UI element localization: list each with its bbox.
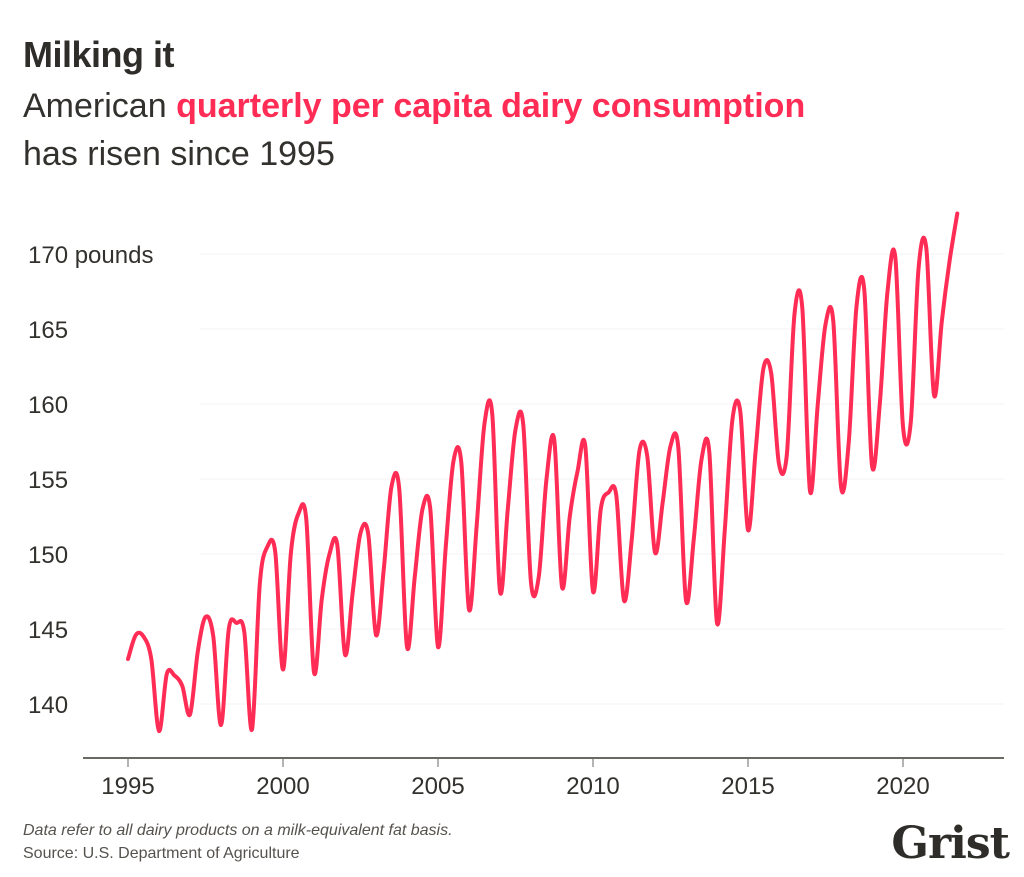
x-tick-label: 2005 [411, 773, 464, 800]
gridlines [200, 253, 1004, 705]
y-axis: 140 145 150 155 160 165 170 pounds [28, 242, 153, 719]
x-tick-label: 1995 [101, 773, 154, 800]
x-tick-label: 2010 [566, 773, 619, 800]
y-tick-label: 160 [28, 392, 68, 419]
y-tick-label: 170 pounds [28, 242, 153, 269]
y-tick-label: 155 [28, 467, 68, 494]
source-note: Source: U.S. Department of Agriculture [23, 845, 300, 862]
y-tick-label: 150 [28, 542, 68, 569]
subtitle-highlight: quarterly per capita dairy consumption [176, 87, 806, 125]
subtitle-lead: American [23, 87, 177, 125]
x-tick-label: 2000 [256, 773, 309, 800]
subtitle-tail: has risen since 1995 [23, 135, 335, 173]
series-group [126, 211, 960, 734]
x-axis: 1995 2000 2005 2010 2015 2020 [83, 757, 1004, 800]
chart-subtitle: American quarterly per capita dairy cons… [23, 82, 983, 178]
x-tick-label: 2020 [876, 773, 929, 800]
x-tick-label: 2015 [721, 773, 774, 800]
y-tick-label: 165 [28, 317, 68, 344]
series-line [126, 211, 960, 734]
grist-logo: Grist [891, 818, 1010, 869]
chart-title: Milking it [23, 34, 175, 75]
y-tick-label: 145 [28, 617, 68, 644]
footnote: Data refer to all dairy products on a mi… [23, 822, 453, 839]
y-tick-label: 140 [28, 692, 68, 719]
